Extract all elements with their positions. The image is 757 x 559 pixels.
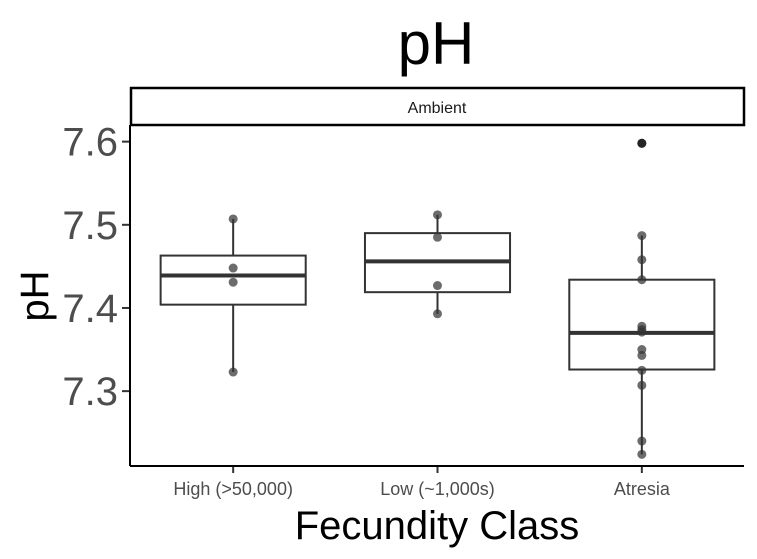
chart-title: pH <box>398 10 475 77</box>
data-point <box>228 277 238 287</box>
facet-label: Ambient <box>408 100 467 117</box>
data-point <box>433 210 442 220</box>
boxplot <box>568 138 716 455</box>
boxplot <box>159 218 307 373</box>
y-tick-label: 7.3 <box>62 370 118 414</box>
data-point <box>637 231 647 241</box>
x-tick-label: Low (~1,000s) <box>380 479 495 499</box>
y-axis-title: pH <box>13 270 57 321</box>
data-point <box>637 255 647 265</box>
data-point <box>433 232 442 242</box>
data-point <box>637 365 647 375</box>
y-tick-label: 7.6 <box>62 121 118 165</box>
data-point <box>228 214 238 224</box>
data-point <box>637 138 647 148</box>
y-axis: 7.3 7.4 7.5 7.6 <box>62 121 130 414</box>
x-tick-label: Atresia <box>614 479 671 499</box>
data-point <box>228 367 238 377</box>
data-point <box>433 309 442 319</box>
facet-strip: Ambient <box>129 86 746 127</box>
data-point <box>228 263 238 273</box>
y-tick-label: 7.5 <box>62 204 118 248</box>
data-point <box>637 380 647 390</box>
data-point <box>433 281 442 291</box>
boxplot <box>363 214 512 314</box>
x-axis: High (>50,000) Low (~1,000s) Atresia <box>173 466 671 499</box>
y-tick-label: 7.4 <box>62 287 118 331</box>
data-point <box>637 436 647 446</box>
data-point <box>637 275 647 285</box>
facet-strip-box <box>129 86 746 127</box>
x-axis-title: Fecundity Class <box>295 504 580 548</box>
data-point <box>637 449 647 459</box>
boxplots <box>159 138 716 455</box>
data-point <box>637 350 647 360</box>
x-tick-label: High (>50,000) <box>173 479 293 499</box>
data-point <box>637 327 647 337</box>
data-points <box>228 138 647 459</box>
